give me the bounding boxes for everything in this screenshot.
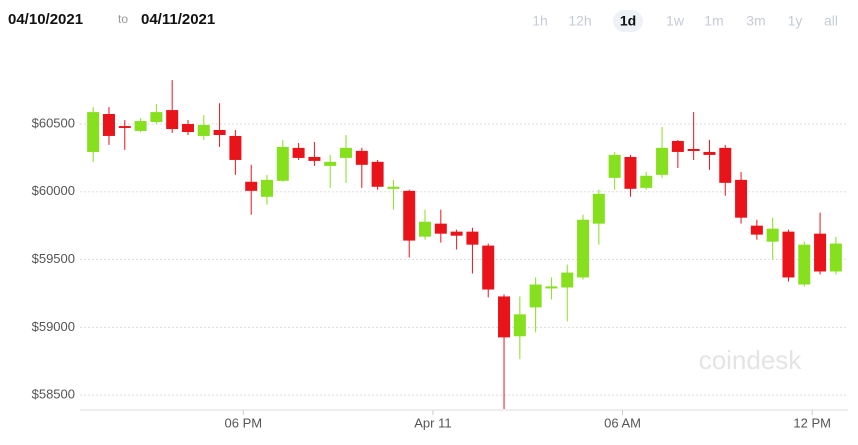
candle-body: [719, 147, 732, 183]
candle-body: [829, 243, 842, 272]
x-tick-label: 12 PM: [793, 415, 831, 430]
candle-body: [150, 112, 163, 122]
candle-body: [513, 314, 526, 337]
candle-body: [814, 233, 827, 272]
candle-body: [403, 190, 416, 241]
candle-body: [592, 193, 605, 224]
candle-body: [687, 148, 700, 151]
candle-body: [197, 124, 210, 136]
candle-body: [450, 231, 463, 236]
candle-body: [529, 284, 542, 308]
x-tick-label: Apr 11: [414, 415, 451, 430]
candle-body: [292, 147, 305, 158]
candle-body: [577, 219, 590, 278]
range-button[interactable]: 1m: [704, 13, 723, 29]
range-button[interactable]: 12h: [568, 13, 591, 29]
candle-body: [750, 225, 763, 235]
candle-body: [498, 296, 511, 338]
candle-body: [703, 151, 716, 155]
date-to[interactable]: 04/11/2021: [141, 11, 215, 28]
y-tick-label: $60000: [32, 183, 75, 198]
candle-body: [276, 146, 289, 181]
candle-body: [102, 114, 115, 136]
candle-body: [134, 121, 147, 131]
candle-body: [671, 140, 684, 152]
candle-body: [324, 161, 337, 166]
candle-body: [656, 147, 669, 175]
candle-body: [482, 245, 495, 290]
range-button[interactable]: 1y: [788, 13, 803, 29]
candle-body: [340, 147, 353, 158]
candle-body: [87, 112, 100, 152]
watermark: coindesk: [699, 345, 803, 375]
candle-body: [561, 272, 574, 288]
candle-body: [545, 286, 558, 289]
candle-body: [355, 150, 368, 165]
range-button[interactable]: 1h: [532, 13, 548, 29]
range-button[interactable]: 1w: [666, 13, 685, 29]
y-tick-label: $58500: [32, 387, 75, 402]
range-buttons: 1h 12h 1d 1w 1m 3m 1y all: [532, 10, 838, 32]
candle-body: [782, 231, 795, 278]
candle-body: [245, 181, 258, 191]
candle-body: [640, 175, 653, 188]
y-tick-label: $59500: [32, 251, 75, 266]
y-tick-label: $60500: [32, 115, 75, 130]
candle-body: [260, 179, 273, 197]
candle-body: [608, 154, 621, 178]
x-tick-label: 06 AM: [604, 415, 641, 430]
range-button[interactable]: 3m: [746, 13, 765, 29]
x-tick-label: 06 PM: [225, 415, 263, 430]
candle-body: [118, 126, 131, 128]
date-to-word: to: [118, 12, 128, 26]
date-from[interactable]: 04/10/2021: [8, 11, 83, 28]
range-button[interactable]: 1d: [620, 13, 636, 29]
candle-body: [181, 124, 194, 133]
candle-body: [387, 186, 400, 189]
candle-body: [308, 156, 321, 161]
candle-body: [466, 231, 479, 245]
candle-body: [624, 156, 637, 189]
candle-body: [166, 110, 179, 130]
range-button[interactable]: all: [824, 13, 838, 29]
candle-body: [419, 221, 432, 237]
candle-body: [434, 223, 447, 234]
candle-body: [213, 129, 226, 136]
range-active-bg: [613, 10, 643, 32]
y-tick-label: $59000: [32, 319, 75, 334]
candle-body: [371, 161, 384, 187]
plot: $58500 $59000 $59500 $60000 $60500 06 PM Apr 1…: [32, 80, 848, 430]
candle-body: [229, 135, 242, 160]
candle-body: [735, 179, 748, 218]
candle-body: [766, 228, 779, 242]
candle-body: [798, 244, 811, 285]
